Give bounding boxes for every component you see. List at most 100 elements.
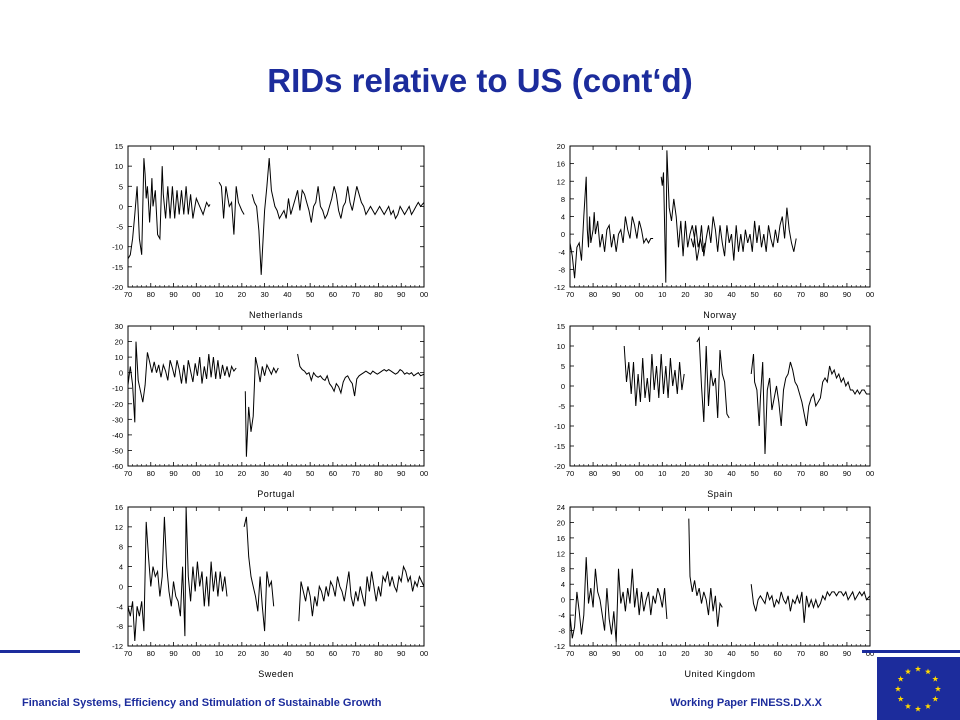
x-tick-label: 20 [681,649,689,658]
x-tick-label: 90 [169,290,177,299]
y-tick-label: 4 [561,213,565,222]
x-tick-label: 00 [635,649,643,658]
plot-frame [127,325,425,467]
chart-panel: -12 -8 -4 0 4 8 12 16 20 24 70 80 90 00 10 20 30 40 50 60 70… [554,503,874,679]
y-tick-label: 20 [557,142,565,151]
x-tick-label: 10 [215,649,223,658]
x-tick-label: 80 [374,469,382,478]
x-tick-label: 80 [589,290,597,299]
x-tick-label: 30 [704,290,712,299]
y-tick-label: 15 [115,142,123,151]
x-tick-label: 80 [147,469,155,478]
series-line-segment [569,176,654,279]
y-tick-label: -20 [112,283,123,292]
eu-star-icon [934,685,942,692]
x-tick-label: 00 [866,290,874,299]
y-tick-label: -10 [554,422,565,431]
x-tick-label: 70 [352,290,360,299]
x-tick-label: 00 [192,469,200,478]
y-tick-label: 5 [119,182,123,191]
x-tick-label: 90 [169,469,177,478]
x-tick-label: 80 [820,649,828,658]
y-tick-label: -12 [112,642,123,651]
x-tick-label: 60 [774,290,782,299]
x-tick-label: 00 [192,649,200,658]
x-tick-label: 00 [866,649,874,658]
x-tick-label: 20 [681,290,689,299]
x-tick-label: 10 [658,290,666,299]
x-tick-label: 00 [420,469,428,478]
x-tick-label: 20 [681,469,689,478]
y-tick-label: -12 [554,642,565,651]
footer-rule-left [0,650,80,653]
y-tick-label: 24 [557,503,565,512]
eu-star-icon [924,703,932,709]
x-tick-label: 30 [260,290,268,299]
y-tick-label: -5 [116,223,123,232]
x-axis-label: Sweden [258,669,294,679]
y-tick-label: -8 [116,622,123,631]
y-tick-label: -4 [558,611,565,620]
y-tick-label: -60 [112,462,123,471]
y-tick-label: -12 [554,283,565,292]
x-axis-label: United Kingdom [684,669,755,679]
x-tick-label: 70 [566,649,574,658]
eu-star-icon [932,695,939,702]
x-tick-label: 80 [589,469,597,478]
x-tick-label: 40 [727,469,735,478]
x-tick-label: 50 [306,649,314,658]
x-tick-label: 90 [612,290,620,299]
x-tick-label: 70 [797,290,805,299]
y-tick-label: 4 [561,580,565,589]
x-tick-label: 80 [374,649,382,658]
x-tick-label: 50 [750,290,758,299]
x-tick-label: 40 [727,290,735,299]
x-tick-label: 40 [283,469,291,478]
x-tick-label: 60 [329,469,337,478]
x-tick-label: 20 [238,290,246,299]
y-tick-label: 5 [561,362,565,371]
y-tick-label: -10 [112,243,123,252]
series-line-segment [688,518,723,627]
x-axis-label: Portugal [257,489,295,499]
x-tick-label: 40 [283,649,291,658]
x-tick-label: 50 [306,290,314,299]
x-tick-label: 40 [283,290,291,299]
x-tick-label: 80 [374,290,382,299]
footer-left-text: Financial Systems, Efficiency and Stimul… [22,697,382,709]
x-tick-label: 80 [820,290,828,299]
y-tick-label: 0 [119,582,123,591]
x-tick-label: 70 [797,649,805,658]
slide-title: RIDs relative to US (cont‘d) [267,62,693,99]
series-line-segment [243,516,275,632]
x-tick-label: 20 [238,649,246,658]
y-tick-label: 10 [115,162,123,171]
plot-frame [127,145,425,288]
eu-star-icon [914,665,922,672]
x-tick-label: 30 [260,469,268,478]
x-axis-label: Netherlands [249,310,303,320]
y-tick-label: 16 [557,160,565,169]
footer-right-text: Working Paper FINESS.D.X.X [670,697,822,709]
x-tick-label: 70 [124,649,132,658]
y-tick-label: -20 [554,462,565,471]
y-tick-label: 12 [557,177,565,186]
y-tick-label: -40 [112,431,123,440]
eu-star-icon [932,675,939,682]
y-tick-label: -15 [554,442,565,451]
y-tick-label: 15 [557,322,565,331]
eu-star-icon [904,668,912,675]
y-tick-label: -10 [112,384,123,393]
eu-star-icon [894,685,902,692]
x-tick-label: 80 [820,469,828,478]
chart-panel: -20 -15 -10 -5 0 5 10 15 70 80 90 00 10 20 30 40 50 60 70 8… [554,322,874,499]
y-tick-label: 16 [557,534,565,543]
series-line-segment [696,336,730,423]
x-tick-label: 70 [352,649,360,658]
x-tick-label: 00 [866,469,874,478]
x-tick-label: 90 [397,290,405,299]
x-tick-label: 00 [635,290,643,299]
x-tick-label: 70 [352,469,360,478]
series-line-segment [690,225,706,252]
x-tick-label: 80 [147,290,155,299]
